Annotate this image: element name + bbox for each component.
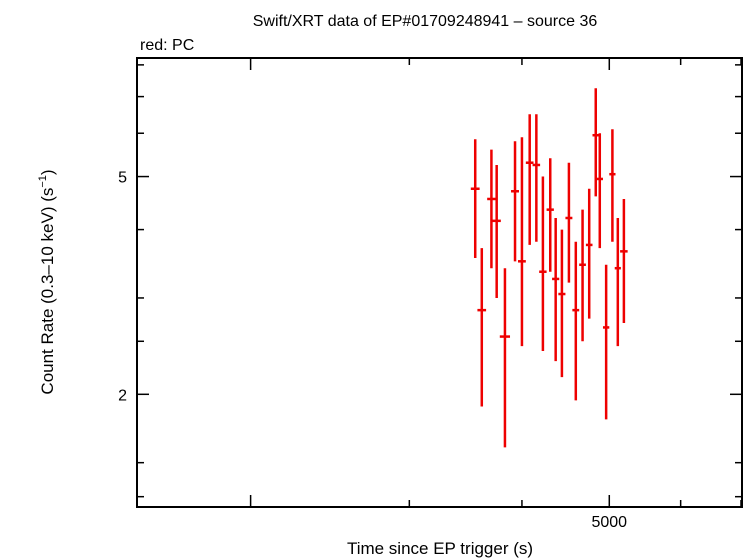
data-point <box>552 217 560 362</box>
chart-title: Swift/XRT data of EP#01709248941 – sourc… <box>253 13 598 30</box>
data-point <box>602 264 610 420</box>
y-tick-label: 2 <box>118 387 127 404</box>
data-point <box>487 149 496 269</box>
data-point <box>579 209 586 342</box>
x-tick-label: 5000 <box>591 514 627 531</box>
data-point <box>525 114 534 245</box>
data-point <box>614 217 621 347</box>
data-point <box>492 164 501 298</box>
data-point <box>565 162 573 283</box>
data-point <box>532 114 541 242</box>
y-tick-label: 5 <box>118 170 127 187</box>
y-axis-label-main: Count Rate (0.3–10 keV) (s <box>38 188 57 395</box>
data-point <box>499 268 511 448</box>
data-point <box>592 88 599 197</box>
data-point <box>539 176 547 351</box>
data-point <box>596 133 603 249</box>
axis-tick-labels: 5000 2 5 <box>118 170 627 531</box>
data-point <box>546 158 554 272</box>
data-point <box>511 141 519 262</box>
data-point <box>470 139 480 258</box>
data-point <box>585 188 593 319</box>
data-point <box>609 129 616 242</box>
data-points <box>470 88 628 448</box>
plot-frame <box>136 57 743 508</box>
data-point <box>518 137 526 347</box>
y-axis-label-superscript: −1 <box>37 175 49 188</box>
chart-subtitle: red: PC <box>140 37 194 54</box>
data-point <box>572 241 580 401</box>
x-axis-label: Time since EP trigger (s) <box>347 539 533 558</box>
data-point <box>620 198 628 323</box>
y-axis-label-close: ) <box>38 169 57 175</box>
y-axis-label: Count Rate (0.3–10 keV) (s−1) <box>37 169 57 394</box>
data-point <box>477 248 487 407</box>
axis-ticks <box>138 59 742 506</box>
data-point <box>558 229 566 378</box>
